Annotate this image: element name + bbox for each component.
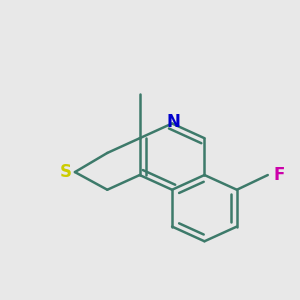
Text: N: N <box>167 113 181 131</box>
Text: F: F <box>273 166 285 184</box>
Text: S: S <box>60 163 72 181</box>
